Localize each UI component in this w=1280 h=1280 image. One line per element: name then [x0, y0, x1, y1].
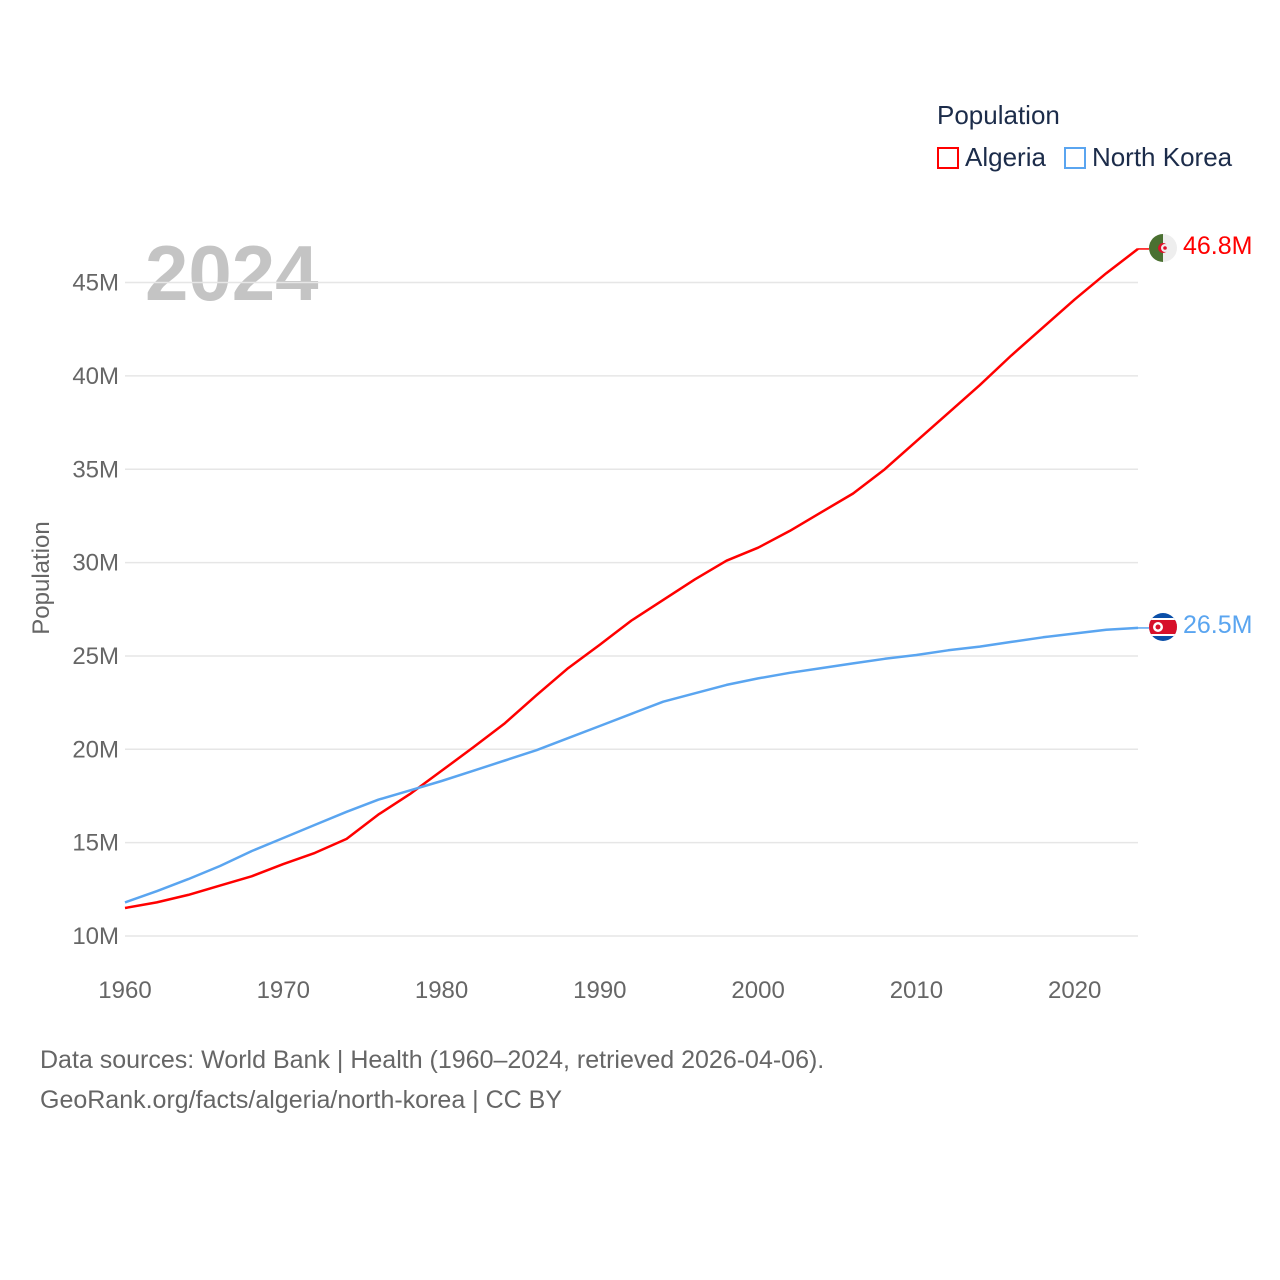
legend-swatch-algeria — [937, 146, 959, 169]
legend-item-north-korea[interactable]: North Korea — [1063, 142, 1233, 173]
y-tick-label: 10M — [72, 923, 119, 950]
series-line-algeria — [124, 247, 1139, 910]
x-tick-label: 1960 — [98, 977, 151, 1004]
y-tick-label: 40M — [72, 363, 119, 390]
end-label-algeria: 46.8M — [1183, 232, 1253, 260]
legend: Algeria North Korea — [937, 142, 1250, 173]
y-tick-label: 25M — [72, 643, 119, 670]
x-tick-label: 1980 — [415, 977, 468, 1004]
legend-label-algeria: Algeria — [965, 142, 1046, 172]
y-tick-label: 20M — [72, 736, 119, 763]
end-label-north-korea: 26.5M — [1183, 611, 1253, 639]
legend-swatch-north-korea — [1063, 146, 1086, 169]
footer-link[interactable]: GeoRank.org/facts/algeria/north-korea | … — [40, 1086, 563, 1114]
algeria-flag-icon — [1149, 234, 1177, 262]
y-tick-label: 45M — [72, 270, 119, 297]
legend-label-north-korea: North Korea — [1091, 142, 1233, 172]
x-tick-label: 1990 — [573, 977, 626, 1004]
x-tick-label: 2000 — [731, 977, 784, 1004]
footer-sources: Data sources: World Bank | Health (1960–… — [40, 1046, 825, 1074]
y-tick-label: 35M — [72, 456, 119, 483]
y-tick-label: 30M — [72, 550, 119, 577]
current-year-label: 2024 — [145, 229, 319, 317]
north-korea-flag-icon — [1149, 613, 1177, 641]
y-tick-label: 15M — [72, 830, 119, 857]
x-tick-label: 2020 — [1048, 977, 1101, 1004]
legend-item-algeria[interactable]: Algeria — [937, 142, 1046, 173]
x-tick-label: 1970 — [257, 977, 310, 1004]
legend-title: Population — [937, 100, 1060, 130]
series-line-north-korea — [124, 626, 1139, 904]
x-tick-label: 2010 — [890, 977, 943, 1004]
